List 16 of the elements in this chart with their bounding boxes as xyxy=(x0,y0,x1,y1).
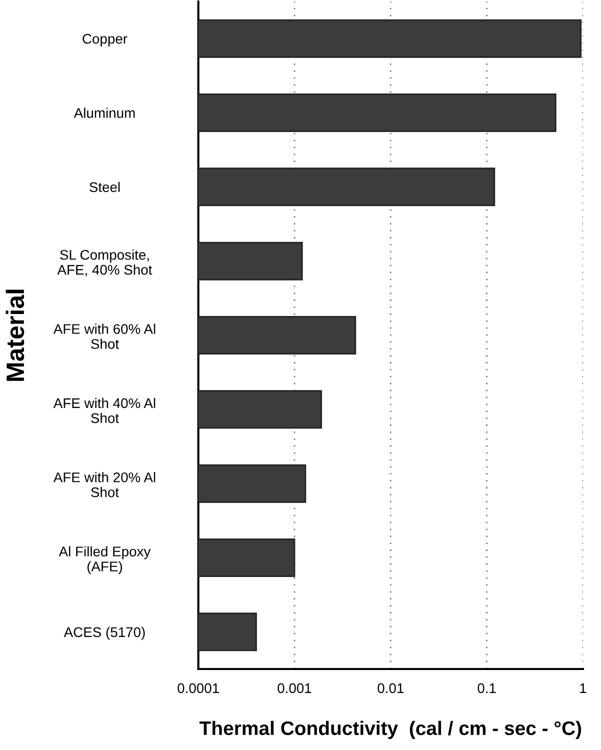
y-tick-label: Al Filled Epoxy (AFE) xyxy=(58,546,151,574)
y-tick-label: AFE with 40% Al Shot xyxy=(53,398,156,424)
x-tick-label: 0.0001 xyxy=(178,683,219,694)
y-tick-label: Steel xyxy=(90,182,120,192)
y-tick-label: Copper xyxy=(82,34,128,46)
y-axis-title: Material xyxy=(6,290,24,381)
y-tick-label: Aluminum xyxy=(74,108,135,118)
x-tick-label: 0.1 xyxy=(478,683,496,694)
x-tick-label: 0.001 xyxy=(278,683,312,694)
y-tick-label: SL Composite, AFE, 40% Shot xyxy=(57,250,152,276)
x-axis-title: Thermal Conductivity (cal / cm - sec - °C) xyxy=(200,720,582,739)
y-tick-label: AFE with 60% Al Shot xyxy=(53,324,156,349)
x-tick-label: 0.01 xyxy=(378,683,404,694)
x-tick-label: 1 xyxy=(580,683,586,693)
y-tick-label: ACES (5170) xyxy=(64,626,145,640)
y-tick-label: AFE with 20% Al Shot xyxy=(53,472,156,498)
